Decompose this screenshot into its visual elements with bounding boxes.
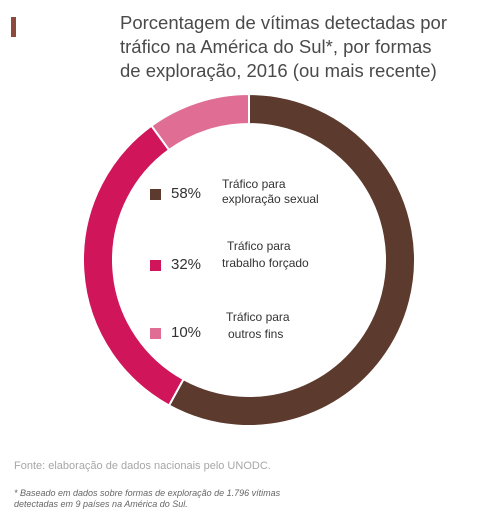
legend-label-line: outros fins [228,327,284,341]
legend-label-line: Tráfico para [226,310,290,324]
legend-label-line: Tráfico para [222,177,286,191]
legend-label-line: trabalho forçado [222,256,309,270]
chart-title-line: de exploração, 2016 (ou mais recente) [120,60,437,81]
donut-slice-forced-labor [82,124,185,407]
legend-percent: 32% [171,256,202,273]
chart-title-line: Porcentagem de vítimas detectadas por [120,12,448,33]
footnote-line: * Baseado em dados sobre formas de explo… [14,488,281,498]
footnote: * Baseado em dados sobre formas de explo… [14,488,484,510]
legend-label-line: Tráfico para [227,239,291,253]
legend-swatch [150,260,161,271]
chart-title: Porcentagem de vítimas detectadas por tr… [120,11,485,83]
legend-percent: 58% [171,185,202,202]
donut-slice-sexual [167,92,416,427]
legend-percent: 10% [171,324,202,341]
legend-swatch [150,328,161,339]
legend-label-line: exploração sexual [222,192,319,206]
title-marker [11,17,16,37]
donut-slice-other [150,92,250,152]
footnote-line: detectadas em 9 países na América do Sul… [14,499,188,509]
legend-swatch [150,189,161,200]
chart-title-line: tráfico na América do Sul*, por formas [120,36,432,57]
source-note: Fonte: elaboração de dados nacionais pel… [14,460,271,472]
